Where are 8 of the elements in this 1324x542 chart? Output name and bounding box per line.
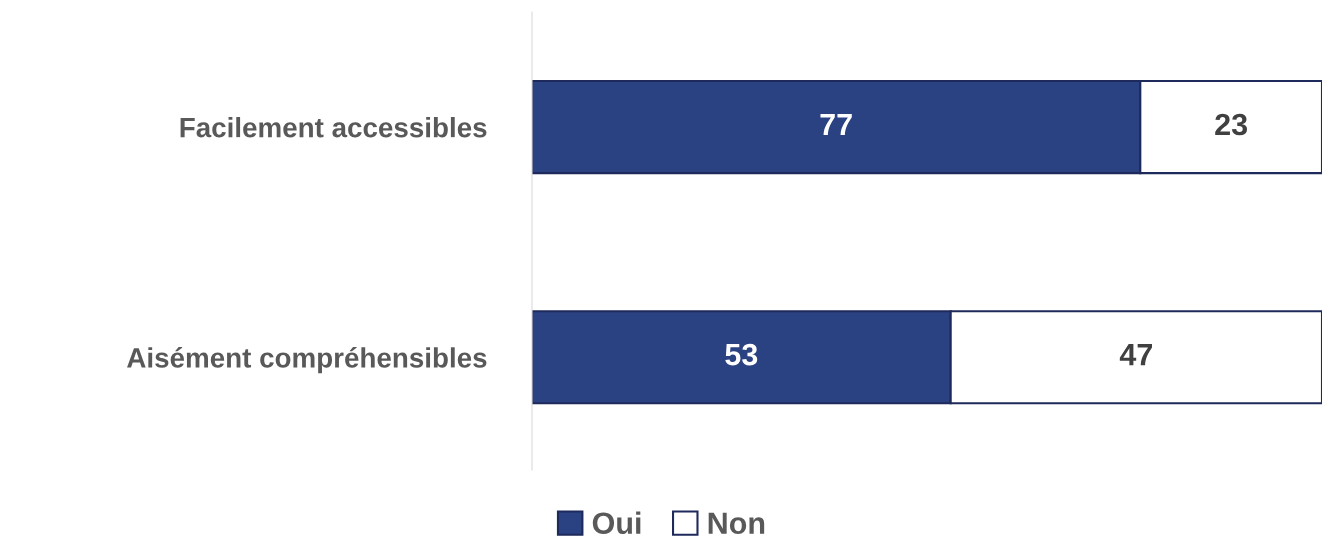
y-tick-label: Facilement accessibles [180,117,487,138]
y-tick-label: Aisément compréhensibles [127,347,487,374]
data-label: 53 [725,343,758,366]
data-label: 77 [820,113,852,135]
legend-label: Oui [592,511,641,535]
data-label: 47 [1119,344,1152,366]
legend-label: Non [708,512,765,535]
data-label: 23 [1215,113,1248,136]
